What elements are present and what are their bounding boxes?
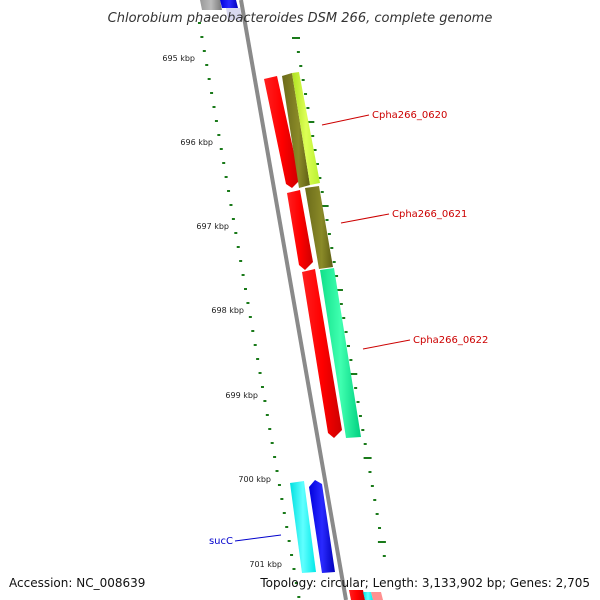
top-blue-feature [220, 0, 238, 8]
gene-label-cpha266-0620[interactable]: Cpha266_0620 [372, 110, 447, 121]
bottom-cyan-feature [363, 592, 373, 600]
gene-label-cpha266-0622[interactable]: Cpha266_0622 [413, 335, 488, 346]
gene-label-succ[interactable]: sucC [209, 536, 233, 547]
top-gray-feature [200, 0, 222, 10]
map-title: Chlorobium phaeobacteroides DSM 266, com… [108, 11, 493, 26]
gene-label-cpha266-0621[interactable]: Cpha266_0621 [392, 209, 467, 220]
cog-track-teal-1 [320, 268, 361, 438]
leader-line-cpha266-0620 [321, 114, 370, 126]
gene-arrow-cpha266-0620[interactable] [264, 76, 300, 188]
genome-backbone [239, 0, 348, 600]
kbp-label-696: 696 kbp [180, 138, 213, 147]
leader-line-succ [234, 534, 282, 542]
bottom-pink-feature [371, 592, 383, 600]
cog-track-olive-2 [305, 186, 333, 269]
leader-line-cpha266-0621 [340, 213, 390, 224]
topology-text: Topology: circular; Length: 3,133,902 bp… [260, 576, 590, 590]
kbp-label-700: 700 kbp [238, 475, 271, 484]
kbp-label-698: 698 kbp [211, 306, 244, 315]
top-light-feature [226, 8, 242, 20]
accession-text: Accession: NC_008639 [9, 576, 146, 590]
bottom-red-feature [349, 590, 365, 600]
gene-arrow-cpha266-0621[interactable] [287, 190, 313, 270]
kbp-label-697: 697 kbp [196, 222, 229, 231]
cog-track-olive-1 [282, 73, 310, 188]
gene-arrow-succ[interactable] [309, 480, 335, 573]
cog-track-cyan-1 [290, 481, 316, 573]
gene-arrow-cpha266-0622[interactable] [302, 269, 342, 438]
kbp-label-695: 695 kbp [162, 54, 195, 63]
leader-line-cpha266-0622 [362, 339, 411, 350]
tick-marks [197, 22, 386, 598]
kbp-label-699: 699 kbp [225, 391, 258, 400]
cog-track-lime-1 [292, 72, 320, 185]
kbp-label-701: 701 kbp [249, 560, 282, 569]
